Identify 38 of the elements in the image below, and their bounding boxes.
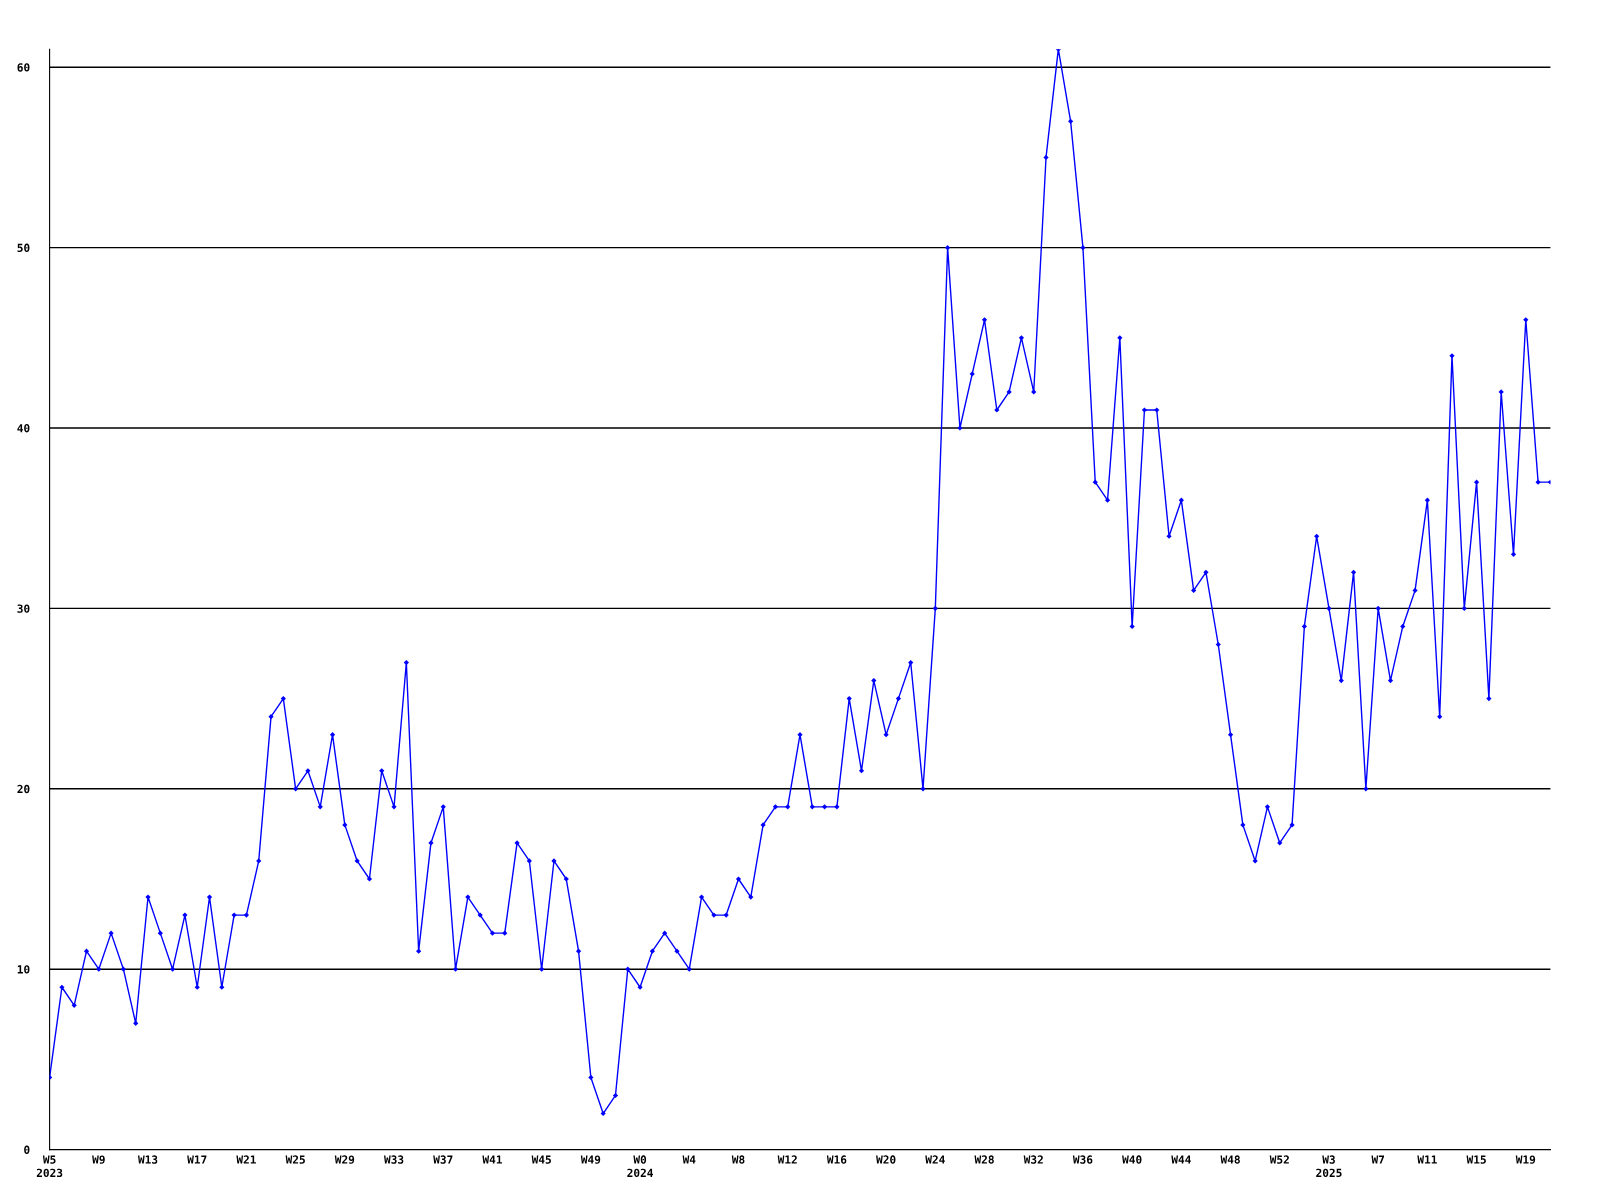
x-tick-label: W33 xyxy=(384,1155,404,1164)
x-tick-label: W49 xyxy=(580,1155,601,1164)
x-tick-label: W28 xyxy=(974,1155,994,1164)
x-tick-label: W8 xyxy=(731,1155,745,1164)
x-tick-label: W4 xyxy=(682,1155,696,1164)
x-tick-label: W41 xyxy=(482,1155,502,1164)
y-tick-label: 40 xyxy=(17,424,30,433)
x-tick-label: W44 xyxy=(1171,1155,1191,1164)
x-tick-label: W11 xyxy=(1417,1155,1437,1164)
x-tick-label: W29 xyxy=(334,1155,355,1164)
x-tick-label: W15 xyxy=(1466,1155,1486,1164)
x-tick-label: W48 xyxy=(1220,1155,1240,1164)
y-tick-label: 20 xyxy=(17,784,30,794)
x-tick-label: W12 xyxy=(777,1155,797,1164)
x-tick-label: W7 xyxy=(1371,1155,1385,1164)
x-tick-label: W25 xyxy=(285,1155,305,1164)
x-tick-label: W20 xyxy=(876,1155,896,1164)
x-tick-label: W17 xyxy=(187,1155,207,1164)
x-tick-label: W19 xyxy=(1515,1155,1536,1164)
y-tick-label: 0 xyxy=(24,1145,30,1154)
x-tick-label: W3 2025 xyxy=(1316,1155,1342,1178)
x-tick-label: W9 xyxy=(92,1155,105,1164)
x-tick-label: W0 2024 xyxy=(627,1155,653,1178)
y-tick-label: 10 xyxy=(17,965,30,974)
x-tick-label: W45 xyxy=(531,1155,551,1164)
x-tick-label: W13 xyxy=(137,1155,158,1164)
y-tick-label: 50 xyxy=(17,243,30,253)
x-tick-label: W24 xyxy=(925,1155,945,1164)
x-tick-label: W36 xyxy=(1072,1155,1093,1164)
y-tick-label: 30 xyxy=(17,604,30,613)
x-tick-label: W37 xyxy=(433,1155,453,1164)
x-tick-label: W52 xyxy=(1269,1155,1289,1164)
x-tick-label: W16 xyxy=(826,1155,847,1164)
y-tick-label: 60 xyxy=(17,63,30,72)
x-tick-label: W5 2023 xyxy=(36,1155,63,1178)
x-tick-label: W21 xyxy=(236,1155,256,1164)
x-tick-label: W32 xyxy=(1023,1155,1043,1164)
x-tick-label: W40 xyxy=(1122,1155,1142,1164)
